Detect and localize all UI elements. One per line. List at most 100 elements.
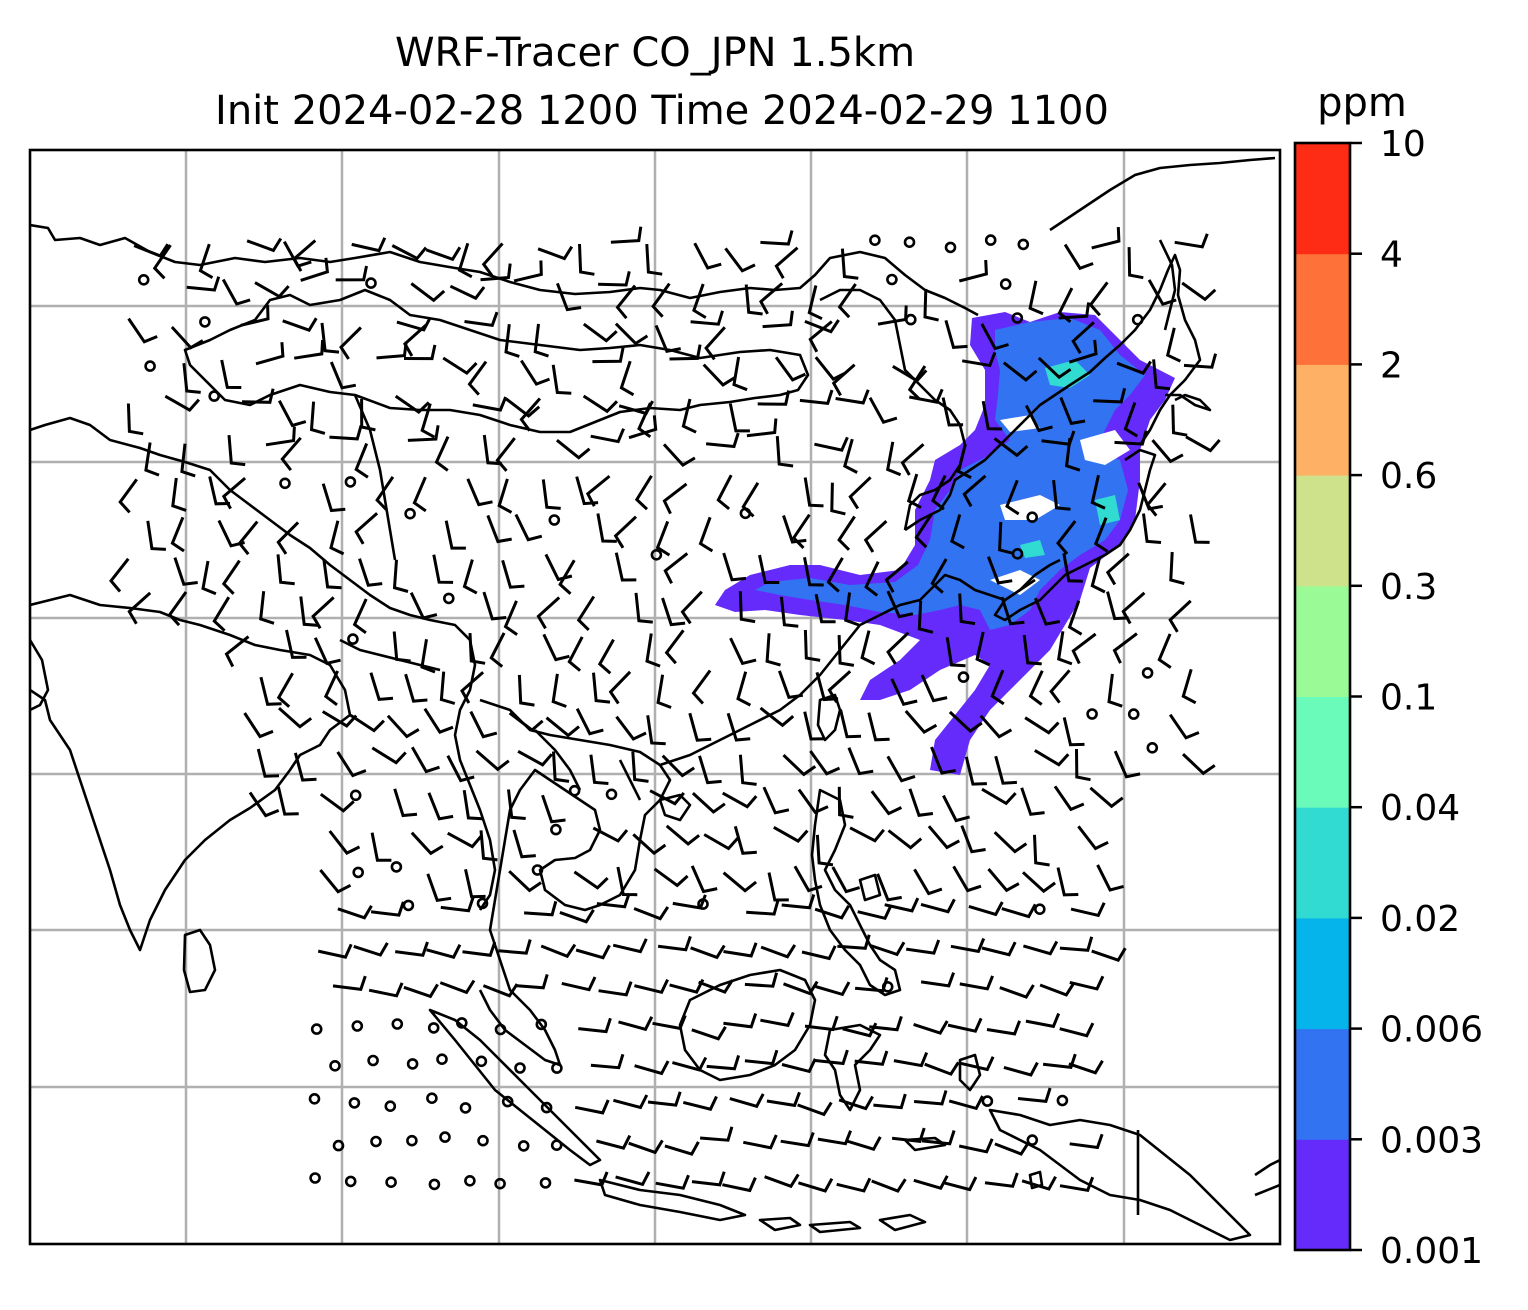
calm-wind-marker xyxy=(494,1177,506,1190)
wind-barb xyxy=(1062,553,1083,583)
wind-barb xyxy=(615,715,647,741)
map-title-line1: WRF-Tracer CO_JPN 1.5km xyxy=(395,30,915,76)
wind-barb xyxy=(722,552,747,582)
wind-barb xyxy=(980,323,1009,351)
calm-wind-marker xyxy=(332,1139,345,1152)
wind-barb xyxy=(801,945,837,961)
wind-barb xyxy=(702,363,736,387)
wind-barb xyxy=(830,482,846,516)
wind-barb xyxy=(1025,1012,1061,1029)
colorbar-swatch xyxy=(1295,143,1350,255)
wind-barb xyxy=(221,278,251,306)
wind-barb xyxy=(551,673,567,708)
wind-barb xyxy=(1064,437,1081,472)
wind-barb xyxy=(339,326,362,360)
wind-barb xyxy=(371,746,407,765)
wind-barb xyxy=(353,942,389,957)
wind-barb xyxy=(848,476,872,510)
wind-barb xyxy=(652,1014,687,1031)
wind-barb xyxy=(133,243,170,258)
colorbar-swatch xyxy=(1295,364,1350,476)
colorbar-swatch xyxy=(1295,696,1350,808)
wind-barb xyxy=(1165,327,1182,363)
wind-barb xyxy=(349,714,385,733)
wind-barb xyxy=(698,516,714,553)
wind-barb xyxy=(254,281,290,299)
wind-barb xyxy=(590,428,625,444)
wind-barb xyxy=(352,598,368,635)
wind-barb xyxy=(536,596,561,630)
wind-barb xyxy=(984,1172,1019,1188)
wind-barb xyxy=(774,246,799,280)
wind-barb xyxy=(814,593,836,624)
wind-barb xyxy=(764,1173,800,1189)
wind-barb xyxy=(1116,360,1152,376)
wind-barb xyxy=(634,1060,670,1076)
wind-barb xyxy=(1077,825,1109,851)
calm-wind-marker xyxy=(144,360,156,372)
wind-barb xyxy=(706,1054,741,1071)
wind-barb xyxy=(944,319,968,349)
wind-barb xyxy=(1090,558,1106,594)
wind-barb xyxy=(596,893,631,909)
wind-barb xyxy=(358,558,383,587)
wind-barb xyxy=(146,520,166,551)
wind-barb xyxy=(472,396,508,412)
wind-barb xyxy=(555,282,582,312)
wind-barb xyxy=(760,1011,795,1028)
calm-wind-marker xyxy=(402,899,415,912)
wind-barb xyxy=(482,983,519,998)
wind-barb xyxy=(814,904,850,920)
wind-barb xyxy=(354,442,369,479)
wind-barb xyxy=(498,939,532,955)
wind-barb xyxy=(884,560,909,593)
wind-barb xyxy=(559,909,595,924)
wind-barb xyxy=(1127,247,1144,280)
wind-barb xyxy=(335,265,368,282)
wind-barb xyxy=(167,591,188,627)
wind-barb xyxy=(814,436,849,452)
wind-barb xyxy=(1123,401,1139,438)
calm-wind-marker xyxy=(548,514,561,526)
wind-barb xyxy=(849,826,885,843)
wind-barb xyxy=(276,672,294,708)
border-internal-3 xyxy=(534,729,582,791)
wind-barb xyxy=(628,415,658,440)
wind-barb xyxy=(999,984,1035,999)
colorbar-tick-label: 0.02 xyxy=(1380,899,1460,940)
co-tracer-plume xyxy=(715,312,1175,775)
map-frame xyxy=(28,148,1282,1246)
wind-barb xyxy=(608,670,632,705)
wind-barb xyxy=(520,359,551,386)
wind-barb xyxy=(632,833,667,856)
calm-wind-marker xyxy=(539,1177,552,1189)
wind-barb xyxy=(449,284,486,301)
wind-barb xyxy=(765,633,781,667)
colorbar-swatches xyxy=(1295,143,1350,1251)
calm-wind-marker xyxy=(404,507,416,520)
wind-barb xyxy=(797,788,829,815)
calm-wind-marker xyxy=(391,1018,404,1030)
wind-barb xyxy=(598,981,633,997)
coast-japan-hokkaido xyxy=(1165,393,1212,412)
calm-wind-marker xyxy=(464,1175,476,1187)
wind-barb xyxy=(575,708,604,736)
wind-barb xyxy=(766,1091,801,1108)
calm-wind-marker xyxy=(697,898,709,910)
wind-barb xyxy=(164,394,201,413)
calm-wind-marker xyxy=(514,1062,526,1074)
wind-barb xyxy=(844,592,860,627)
wind-barb xyxy=(574,1171,609,1187)
wind-barb xyxy=(243,712,274,739)
wind-barb xyxy=(259,591,275,625)
wind-barb xyxy=(542,633,570,662)
wind-barb xyxy=(692,283,707,319)
wind-barb xyxy=(651,282,671,318)
calm-wind-marker xyxy=(568,784,581,797)
coast-southeast-asia xyxy=(478,698,672,1067)
calm-wind-marker xyxy=(427,1022,440,1034)
wind-barb xyxy=(948,710,983,734)
wind-barb xyxy=(1112,632,1138,664)
wind-barb xyxy=(612,938,648,954)
